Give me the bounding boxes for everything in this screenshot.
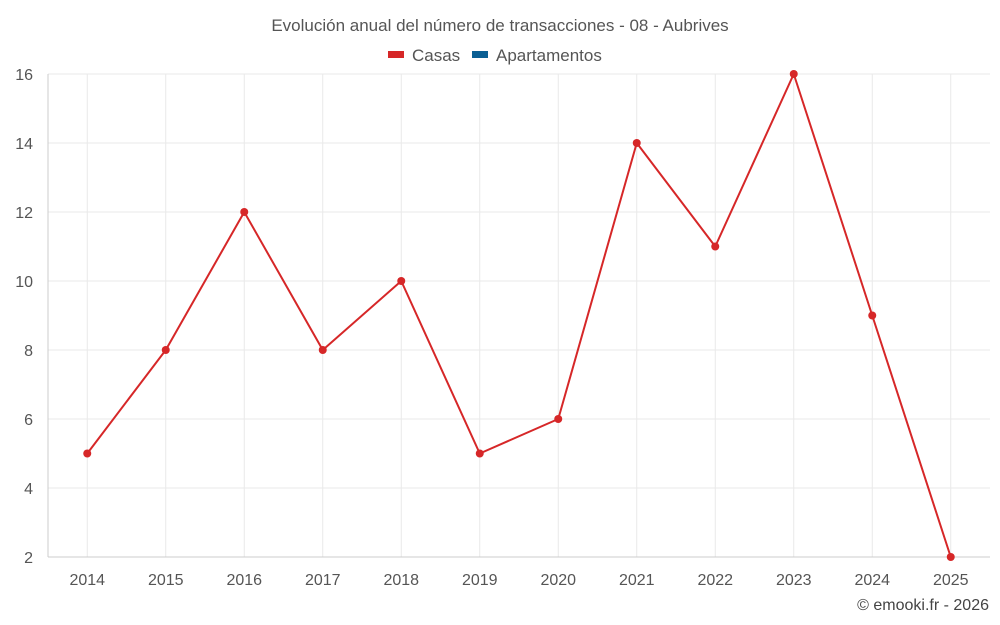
y-tick-label: 6 — [24, 412, 33, 429]
x-tick-label: 2022 — [697, 572, 733, 589]
data-point[interactable] — [554, 415, 563, 423]
x-tick-label: 2016 — [226, 572, 262, 589]
x-tick-label: 2020 — [540, 572, 576, 589]
x-tick-label: 2019 — [462, 572, 498, 589]
data-point[interactable] — [711, 242, 720, 251]
data-point[interactable] — [868, 311, 877, 320]
x-tick-label: 2024 — [854, 572, 890, 589]
data-point[interactable] — [946, 553, 955, 561]
legend-label-casas: Casas — [412, 46, 460, 65]
legend-item-casas[interactable]: Casas — [388, 46, 460, 65]
legend-label-apartamentos: Apartamentos — [496, 46, 602, 65]
legend-item-apartamentos[interactable]: Apartamentos — [472, 46, 602, 65]
y-tick-label: 14 — [15, 136, 33, 153]
data-point[interactable] — [397, 277, 406, 285]
data-point[interactable] — [240, 208, 249, 216]
y-tick-label: 8 — [24, 343, 33, 360]
legend-swatch-casas — [388, 51, 404, 58]
data-point[interactable] — [161, 346, 170, 354]
y-tick-label: 10 — [15, 274, 33, 291]
x-tick-label: 2017 — [305, 572, 341, 589]
x-tick-label: 2025 — [933, 572, 969, 589]
y-tick-label: 4 — [24, 481, 33, 498]
data-point[interactable] — [789, 70, 798, 78]
x-tick-label: 2023 — [776, 572, 812, 589]
data-point[interactable] — [632, 139, 641, 147]
x-tick-label: 2018 — [383, 572, 419, 589]
x-tick-label: 2015 — [148, 572, 184, 589]
axes — [47, 74, 990, 558]
legend-swatch-apartamentos — [472, 51, 488, 58]
y-tick-label: 12 — [15, 205, 33, 222]
tick-labels: 2 4 6 8 10 12 14 16 2014 2015 2016 2017 2018 2019 2020… — [15, 67, 968, 589]
series-line-casas — [86, 73, 952, 558]
y-tick-label: 16 — [15, 67, 33, 84]
x-tick-label: 2021 — [619, 572, 655, 589]
grid — [48, 73, 990, 557]
series-casas — [83, 70, 955, 561]
data-point[interactable] — [83, 449, 92, 458]
y-tick-label: 2 — [24, 550, 33, 567]
legend: Casas Apartamentos — [388, 46, 602, 65]
chart-title: Evolución anual del número de transaccio… — [271, 16, 728, 35]
credit-text: © emooki.fr - 2026 — [857, 597, 989, 614]
x-tick-label: 2014 — [69, 572, 105, 589]
data-point[interactable] — [318, 346, 327, 354]
data-point[interactable] — [475, 449, 484, 458]
